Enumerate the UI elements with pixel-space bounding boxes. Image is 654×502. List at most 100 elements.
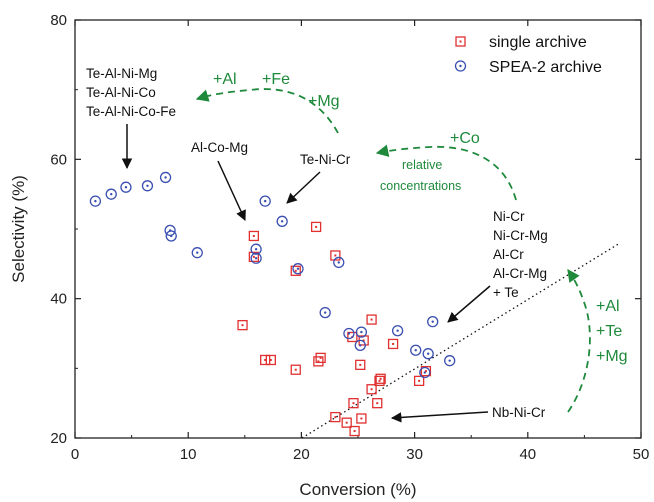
- annotation-ni-cr-arrow: [447, 285, 491, 323]
- series-single-archive: [237, 221, 432, 437]
- data-point-single-archive: [330, 250, 341, 261]
- x-tick-label: 50: [633, 446, 650, 463]
- annotation-al-co-mg: Al-Co-Mg: [191, 140, 248, 221]
- annotation-green-relative-line-2: concentrations: [380, 179, 461, 193]
- data-point-spea2-archive: [355, 326, 368, 338]
- x-axis-title: Conversion (%): [299, 480, 416, 499]
- legend: single archive SPEA-2 archive: [454, 34, 602, 76]
- data-point-single-archive: [330, 411, 341, 423]
- annotation-te-al-ni-line-2: Te-Al-Ni-Co: [86, 85, 156, 100]
- annotation-te-ni-cr: Te-Ni-Cr: [286, 152, 351, 204]
- data-point-single-archive: [315, 352, 326, 364]
- data-point-spea2-archive: [444, 355, 456, 367]
- data-point-spea2-archive: [250, 243, 262, 255]
- annotation-green-right: +Al +Te +Mg: [567, 268, 628, 413]
- series-spea2-archive: [89, 171, 456, 379]
- data-point-single-archive: [413, 375, 425, 387]
- data-point-single-archive: [310, 221, 322, 233]
- data-point-spea2-archive: [250, 252, 262, 264]
- annotation-green-right-te: +Te: [596, 323, 622, 340]
- annotation-te-al-ni-line-1: Te-Al-Ni-Mg: [86, 66, 157, 81]
- x-tick-label: 30: [406, 446, 423, 463]
- annotation-green-co: +Co relative concentrations: [375, 130, 517, 201]
- data-point-single-archive: [355, 359, 366, 371]
- data-point-single-archive: [265, 354, 276, 366]
- data-point-single-archive: [372, 398, 383, 409]
- data-point-single-archive: [356, 413, 367, 424]
- annotation-green-top-al: +Al: [213, 71, 237, 88]
- annotation-green-right-al: +Al: [596, 298, 620, 315]
- data-point-single-archive: [290, 265, 301, 276]
- data-point-single-archive: [237, 319, 248, 331]
- data-point-spea2-archive: [120, 181, 132, 193]
- annotation-nb-ni-cr-label: Nb-Ni-Cr: [492, 405, 546, 420]
- annotation-ni-cr-line-1: Ni-Cr: [493, 209, 525, 224]
- data-point-single-archive: [313, 356, 324, 367]
- y-axis-title: Selectivity (%): [9, 175, 28, 283]
- plot-frame: [74, 19, 642, 439]
- annotation-nb-ni-cr-arrow: [390, 411, 489, 423]
- annotation-nb-ni-cr: Nb-Ni-Cr: [390, 405, 546, 423]
- data-point-single-archive: [374, 375, 385, 387]
- data-point-spea2-archive: [410, 344, 422, 356]
- legend-marker-single-archive: [455, 36, 466, 47]
- annotation-green-top-arc: [195, 88, 339, 134]
- data-point-spea2-archive: [292, 263, 304, 275]
- x-tick-label: 0: [71, 446, 79, 463]
- y-tick-label: 60: [50, 151, 67, 168]
- data-point-single-archive: [349, 425, 360, 437]
- annotation-ni-cr-line-2: Ni-Cr-Mg: [493, 228, 548, 243]
- data-point-single-archive: [366, 384, 377, 395]
- y-tick-label: 40: [50, 291, 67, 308]
- annotation-ni-cr-line-3: Al-Cr: [493, 247, 524, 262]
- data-point-spea2-archive: [191, 247, 203, 259]
- data-point-spea2-archive: [259, 195, 271, 207]
- annotation-te-al-ni-line-3: Te-Al-Ni-Co-Fe: [86, 104, 176, 119]
- x-tick-label: 20: [293, 446, 310, 463]
- annotation-te-ni-cr-arrow: [286, 171, 321, 204]
- x-tick-label: 40: [519, 446, 536, 463]
- annotation-green-co-label: +Co: [450, 130, 480, 147]
- data-point-single-archive: [375, 373, 386, 384]
- trend-line: [301, 242, 621, 439]
- y-tick-label: 80: [50, 12, 67, 29]
- data-point-spea2-archive: [89, 195, 102, 207]
- annotation-green-top: +Al +Fe +Mg: [195, 71, 340, 134]
- annotation-te-al-ni: Te-Al-Ni-Mg Te-Al-Ni-Co Te-Al-Ni-Co-Fe: [86, 66, 176, 170]
- annotation-green-relative-line-1: relative: [402, 158, 442, 172]
- data-point-single-archive: [420, 365, 432, 377]
- data-point-spea2-archive: [354, 339, 366, 351]
- annotation-ni-cr: Ni-Cr Ni-Cr-Mg Al-Cr Al-Cr-Mg + Te: [447, 209, 548, 323]
- data-point-spea2-archive: [343, 327, 355, 340]
- data-point-spea2-archive: [422, 348, 434, 360]
- data-point-single-archive: [348, 398, 359, 409]
- legend-marker-spea2-archive: [454, 60, 467, 72]
- data-point-spea2-archive: [276, 215, 288, 227]
- data-point-spea2-archive: [319, 306, 331, 319]
- data-point-single-archive: [366, 314, 377, 325]
- data-point-spea2-archive: [333, 256, 345, 269]
- data-point-spea2-archive: [105, 188, 117, 200]
- x-tick-label: 10: [180, 446, 197, 463]
- data-point-spea2-archive: [165, 230, 177, 242]
- data-point-single-archive: [290, 364, 301, 375]
- data-point-single-archive: [387, 338, 399, 350]
- data-point-single-archive: [260, 354, 271, 366]
- data-point-spea2-archive: [141, 180, 154, 192]
- annotation-green-top-mg: +Mg: [308, 93, 340, 110]
- data-point-single-archive: [248, 251, 260, 263]
- y-axis-ticks: 20 40 60 80: [50, 12, 641, 447]
- legend-label-single-archive: single archive: [489, 34, 587, 51]
- annotation-green-top-fe: +Fe: [262, 71, 290, 88]
- annotation-green-right-arc: [567, 268, 591, 413]
- annotation-al-co-mg-label: Al-Co-Mg: [191, 140, 248, 155]
- annotation-te-ni-cr-label: Te-Ni-Cr: [300, 152, 351, 167]
- annotation-green-right-mg: +Mg: [596, 348, 628, 365]
- annotation-ni-cr-line-4: Al-Cr-Mg: [493, 266, 547, 281]
- y-tick-label: 20: [50, 430, 67, 447]
- x-axis-ticks: 0 10 20 30 40 50: [71, 20, 650, 463]
- data-point-spea2-archive: [419, 366, 431, 379]
- annotation-ni-cr-line-5: + Te: [493, 285, 519, 300]
- data-point-single-archive: [341, 417, 352, 428]
